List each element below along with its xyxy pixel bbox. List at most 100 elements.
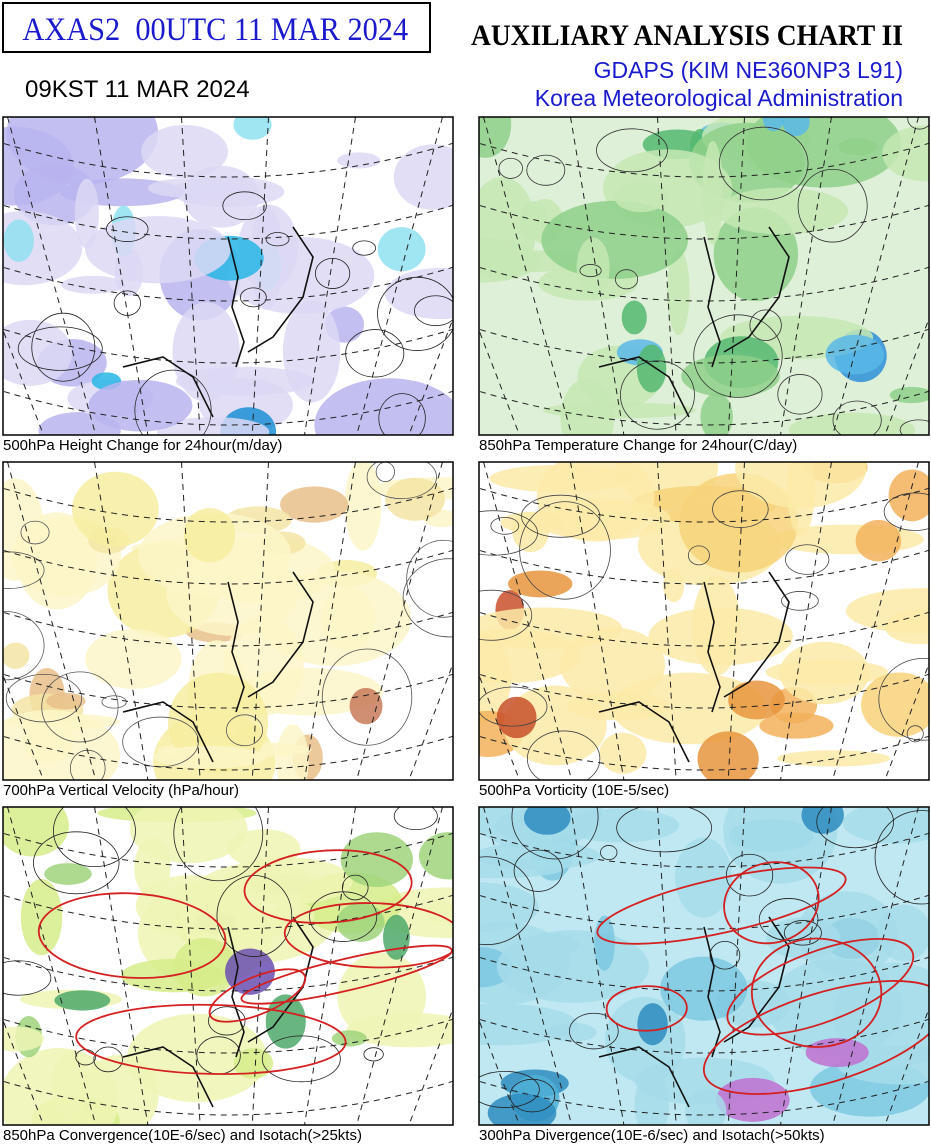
latitude-line [479,1080,929,1116]
meridian-line [727,462,745,780]
contour-line [261,1035,341,1083]
map-content [3,117,453,435]
latitude-line [3,894,453,930]
isotach-line [702,980,929,1095]
meridian-line [657,807,677,1125]
meridian-line [780,117,832,435]
contour-line [816,807,894,849]
latitude-line [3,266,453,302]
contour-line [687,545,710,566]
contour-line [106,216,149,242]
shaded-field [877,904,929,962]
contour-line [479,856,535,946]
shaded-field [692,575,741,676]
latitude-line [3,1018,453,1054]
shaded-field [479,117,512,158]
shaded-field [427,900,453,923]
shaded-field [393,144,453,210]
shaded-field [576,237,610,299]
shaded-field [637,1003,668,1046]
contour-line [222,191,267,221]
shaded-field [700,393,733,435]
shaded-field [337,152,381,169]
shaded-field [233,117,272,140]
shaded-field [882,125,929,182]
contour-line [265,232,290,247]
coastline [598,571,790,763]
contour-line [878,658,929,741]
shaded-field [487,1093,557,1125]
shaded-field [419,832,453,880]
contour-line [521,494,601,538]
contour-line [414,295,453,327]
shaded-field [594,915,615,971]
latitude-line [3,1080,453,1116]
isotach-line [37,892,227,979]
contour-line [596,128,668,173]
contour-line [41,671,119,743]
meridian-line [657,117,677,435]
latitude-line [3,142,453,178]
shaded-field [759,712,834,739]
isotach-line [750,937,883,1048]
shaded-field [3,1026,44,1052]
shaded-field [46,692,86,710]
latitude-line [3,735,453,771]
shaded-field [667,248,690,336]
shaded-field [85,629,182,689]
meridian-line [251,462,269,780]
contour-line [3,960,52,996]
shaded-field [3,319,73,386]
contour-line [709,940,741,970]
shaded-field [861,672,929,737]
isotach-line [243,849,413,924]
shaded-field [496,696,537,739]
contour-line [31,312,96,382]
shaded-field [190,905,285,946]
contour-line [479,589,533,641]
shaded-field [271,901,315,931]
shaded-field [782,117,810,137]
isotach-line [723,861,820,945]
meridian-line [483,117,573,435]
map-panel: 300hPa Divergence(10E-6/sec) and Isotach… [478,806,930,1144]
contour-line [479,1070,540,1108]
shaded-field [383,914,410,960]
shaded-field [838,138,877,156]
isotach-line [596,866,847,945]
shaded-field [479,882,539,932]
latitude-line [479,390,929,426]
latitude-line [3,204,453,240]
shaded-field [280,486,349,523]
shaded-field [684,1090,727,1125]
shaded-field [786,462,816,537]
shaded-field [183,507,236,563]
contour-line [226,714,263,747]
latitude-line [3,328,453,364]
meridian-line [304,462,356,780]
latitude-line [479,142,929,178]
panel-frame [2,806,454,1126]
shaded-field [842,807,929,844]
shaded-field [536,462,655,542]
shaded-field [3,219,34,262]
map-content [3,462,453,780]
contour-line [402,558,453,638]
shaded-field [621,300,647,335]
panels: 500hPa Height Change for 24hour(m/day) 85… [2,116,930,1144]
meridian-line [780,807,832,1125]
shaded-field [72,471,159,547]
contour-line [906,725,924,743]
shaded-field [44,863,92,885]
contour-line [490,516,520,535]
latitude-line [479,832,929,868]
meridian-line [94,462,149,780]
shaded-field [599,732,647,774]
panel-caption: 500hPa Vorticity (10E-5/sec) [479,782,669,799]
shaded-field [675,837,732,918]
shaded-field [88,379,193,432]
shaded-field [855,519,902,562]
meridian-line [304,807,356,1125]
contour-line [208,1006,246,1036]
